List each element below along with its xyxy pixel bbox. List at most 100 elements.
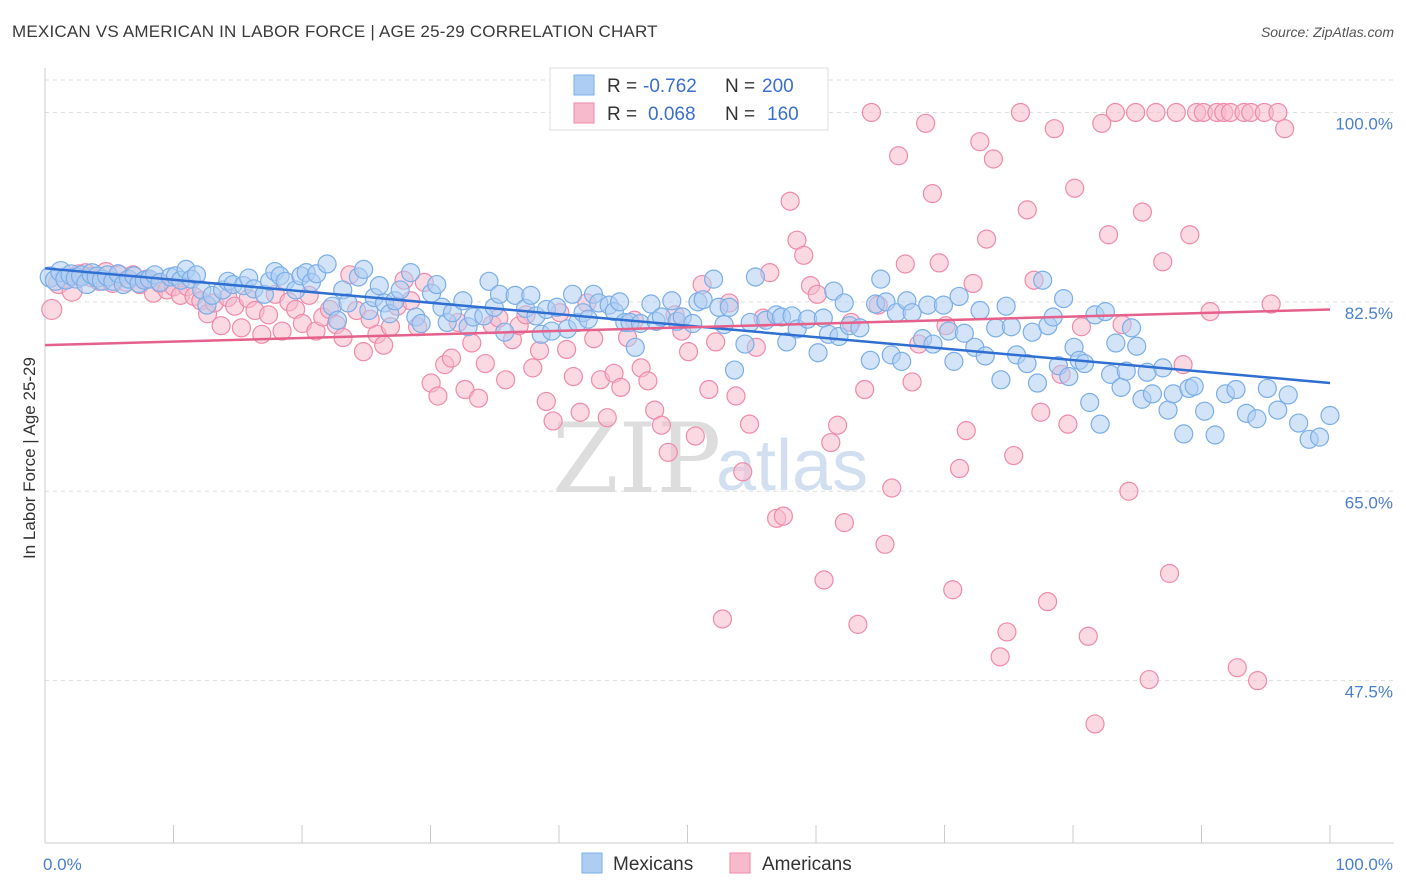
mexicans-point [578, 309, 598, 329]
y-tick-label: 100.0% [1335, 114, 1393, 133]
americans-point [252, 324, 272, 344]
americans-point [441, 348, 462, 368]
americans-point [1078, 626, 1098, 646]
mexicans-point [662, 291, 682, 311]
americans-point [1139, 669, 1159, 690]
mexicans-point [1027, 373, 1048, 393]
americans-point [963, 273, 983, 294]
mexicans-point [704, 269, 724, 289]
mexicans-point [1247, 409, 1267, 429]
mexicans-point [996, 296, 1016, 316]
mexicans-point [1116, 361, 1136, 381]
mexicans-point [625, 337, 645, 357]
americans-point [895, 254, 915, 274]
mexicans-point [1090, 414, 1110, 434]
americans-point [997, 622, 1017, 642]
americans-point [678, 342, 699, 362]
americans-point [543, 411, 563, 431]
mexicans-point [609, 292, 630, 312]
mexicans-point [1278, 385, 1298, 405]
americans-point [584, 329, 604, 349]
mexicans-point [1074, 353, 1095, 374]
americans-point [428, 386, 448, 406]
mexicans-point [1053, 289, 1074, 309]
mexicans-point [1106, 333, 1126, 353]
americans-point [651, 415, 672, 435]
y-tick-label: 65.0% [1345, 493, 1393, 512]
americans-trend-line [44, 308, 1331, 347]
americans-point [821, 432, 841, 453]
americans-point [529, 340, 550, 361]
mexicans-point [933, 295, 954, 315]
americans-point [658, 442, 678, 462]
americans-point [611, 377, 631, 397]
americans-point [1132, 202, 1153, 222]
mexicans-point [1080, 392, 1100, 413]
legend-n-value-1: 200 [762, 76, 794, 97]
mexicans-point [954, 323, 974, 343]
mexicans-point [923, 334, 943, 354]
americans-point [712, 609, 733, 629]
americans-point [983, 149, 1003, 169]
mexicans-point [1184, 376, 1204, 396]
mexicans-point [1257, 378, 1277, 399]
americans-point [231, 318, 252, 338]
americans-point [773, 506, 793, 526]
x-tick-label: 100.0% [1335, 855, 1393, 874]
mexicans-point [1059, 366, 1079, 387]
americans-point [1126, 102, 1146, 123]
americans-point [638, 371, 658, 391]
mexicans-point [1111, 377, 1131, 397]
mexicans-point [1205, 425, 1225, 445]
legend-n-value-2: 160 [767, 104, 799, 125]
americans-point [794, 245, 814, 265]
stats-legend-box [549, 67, 829, 131]
bottom-legend-swatch-mexicans[interactable] [581, 852, 603, 874]
mexicans-point [338, 293, 358, 313]
y-tick-labels: 100.0% 82.5% 65.0% 47.5% [1335, 114, 1393, 701]
mexicans-point [740, 312, 760, 333]
mexicans-point [735, 334, 755, 354]
mexicans-point [745, 267, 766, 287]
americans-point [780, 191, 800, 211]
americans-point [929, 253, 949, 273]
mexicans-point [427, 274, 447, 295]
bottom-legend-label-americans[interactable]: Americans [762, 854, 852, 875]
americans-point [990, 647, 1010, 667]
americans-point [949, 458, 970, 479]
americans-point [597, 408, 617, 428]
americans-point [943, 580, 963, 600]
mexicans-point [641, 294, 661, 314]
axes [44, 68, 1394, 844]
mexicans-point [1195, 401, 1215, 421]
mexicans-point [949, 286, 969, 307]
mexicans-point [683, 313, 703, 334]
mexicans-point [1095, 302, 1115, 322]
mexicans-point [860, 350, 880, 370]
americans-point [1153, 252, 1173, 272]
americans-point [1268, 102, 1288, 123]
bottom-legend-label-mexicans[interactable]: Mexicans [613, 854, 693, 875]
legend-swatch-americans [573, 102, 595, 124]
americans-point [882, 478, 902, 498]
americans-point [462, 333, 482, 353]
americans-point [1065, 178, 1085, 198]
americans-point [563, 366, 583, 387]
bottom-legend-swatch-americans[interactable] [729, 852, 751, 874]
mexicans-point [401, 263, 421, 283]
americans-point [1004, 445, 1024, 466]
legend-r-value-2: 0.068 [648, 104, 696, 125]
americans-point [523, 358, 543, 378]
americans-point [1275, 119, 1295, 139]
mexicans-point [1142, 384, 1162, 404]
x-tick-labels: 0.0% 100.0% [43, 855, 1393, 874]
americans-point [834, 513, 854, 533]
americans-point [570, 402, 590, 422]
americans-point [922, 184, 943, 204]
legend-r-label-2: R = [607, 104, 637, 125]
bottom-legend: Mexicans Americans [581, 852, 852, 875]
americans-point [1031, 402, 1051, 422]
mexicans-point [724, 360, 745, 380]
americans-point [827, 415, 848, 435]
americans-point [739, 414, 760, 434]
